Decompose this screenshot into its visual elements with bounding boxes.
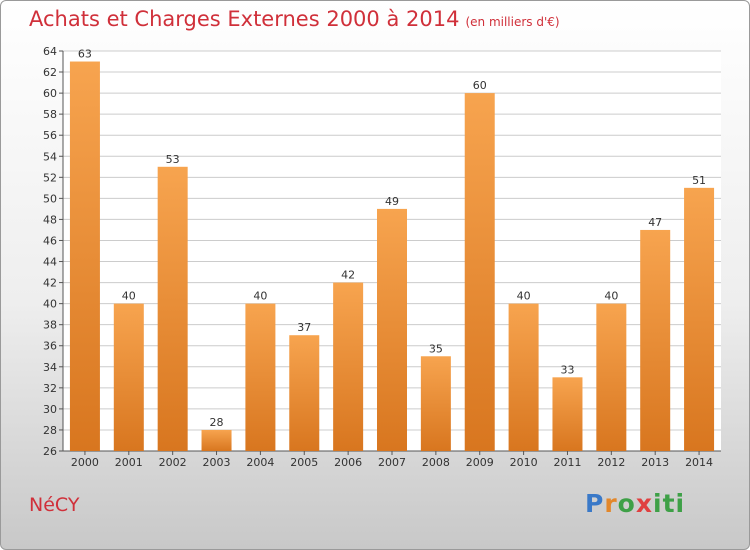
bar [69,61,100,452]
bar [552,377,583,451]
bar-value-label: 53 [166,153,180,166]
bar [289,335,320,451]
chart-title-row: Achats et Charges Externes 2000 à 2014 (e… [29,7,560,31]
bar [640,229,671,451]
bar-value-label: 35 [429,342,443,355]
y-tick-label: 58 [43,108,57,121]
y-tick-label: 28 [43,424,57,437]
bar [377,208,407,451]
proxiti-logo: Proxiti [585,489,685,518]
x-tick-label: 2009 [466,456,494,469]
y-tick-label: 32 [43,382,57,395]
bar [157,166,188,451]
y-tick-label: 42 [43,277,57,290]
y-tick-label: 30 [43,403,57,416]
bar [201,429,232,451]
logo-letter: o [617,489,636,518]
y-tick-label: 36 [43,340,57,353]
x-tick-label: 2011 [553,456,581,469]
y-tick-label: 54 [43,150,57,163]
x-tick-label: 2013 [641,456,669,469]
x-tick-label: 2008 [422,456,450,469]
x-tick-label: 2002 [159,456,187,469]
y-tick-label: 34 [43,361,57,374]
y-tick-label: 52 [43,171,57,184]
bar-value-label: 40 [122,290,136,303]
y-tick-label: 46 [43,234,57,247]
y-tick-label: 40 [43,298,57,311]
logo-letter: P [585,489,605,518]
logo-letter: r [604,489,618,518]
y-tick-label: 64 [43,45,57,58]
bar [596,303,627,451]
x-tick-label: 2003 [203,456,231,469]
bar-value-label: 51 [692,174,706,187]
bar [464,93,495,452]
bar [113,303,144,451]
logo-letter: x [635,489,653,518]
commune-name: NéCY [29,494,80,516]
bar-value-label: 47 [648,216,662,229]
logo-letter: iti [653,489,686,518]
y-tick-label: 50 [43,192,57,205]
bar-value-label: 33 [560,363,574,376]
bar-value-label: 28 [210,416,224,429]
bar [333,282,364,451]
bar-value-label: 60 [473,79,487,92]
bar [420,356,451,451]
bar-value-label: 40 [517,290,531,303]
x-tick-label: 2005 [290,456,318,469]
y-tick-label: 56 [43,129,57,142]
y-tick-label: 38 [43,319,57,332]
bar-value-label: 42 [341,269,355,282]
x-tick-label: 2001 [115,456,143,469]
bar [245,303,276,451]
bar [684,187,715,451]
chart-title: Achats et Charges Externes 2000 à 2014 [29,7,460,31]
chart-subtitle: (en milliers d'€) [465,15,560,29]
x-tick-label: 2006 [334,456,362,469]
bar-value-label: 49 [385,195,399,208]
y-tick-label: 26 [43,445,57,458]
bar-value-label: 63 [78,48,92,61]
bar-value-label: 37 [297,321,311,334]
y-tick-label: 48 [43,213,57,226]
bar [508,303,539,451]
x-tick-label: 2007 [378,456,406,469]
y-tick-label: 62 [43,66,57,79]
x-tick-label: 2014 [685,456,713,469]
x-tick-label: 2004 [246,456,274,469]
x-tick-label: 2012 [597,456,625,469]
y-tick-label: 44 [43,256,57,269]
bar-value-label: 40 [253,290,267,303]
x-tick-label: 2000 [71,456,99,469]
y-tick-label: 60 [43,87,57,100]
x-tick-label: 2010 [510,456,538,469]
bar-value-label: 40 [604,290,618,303]
